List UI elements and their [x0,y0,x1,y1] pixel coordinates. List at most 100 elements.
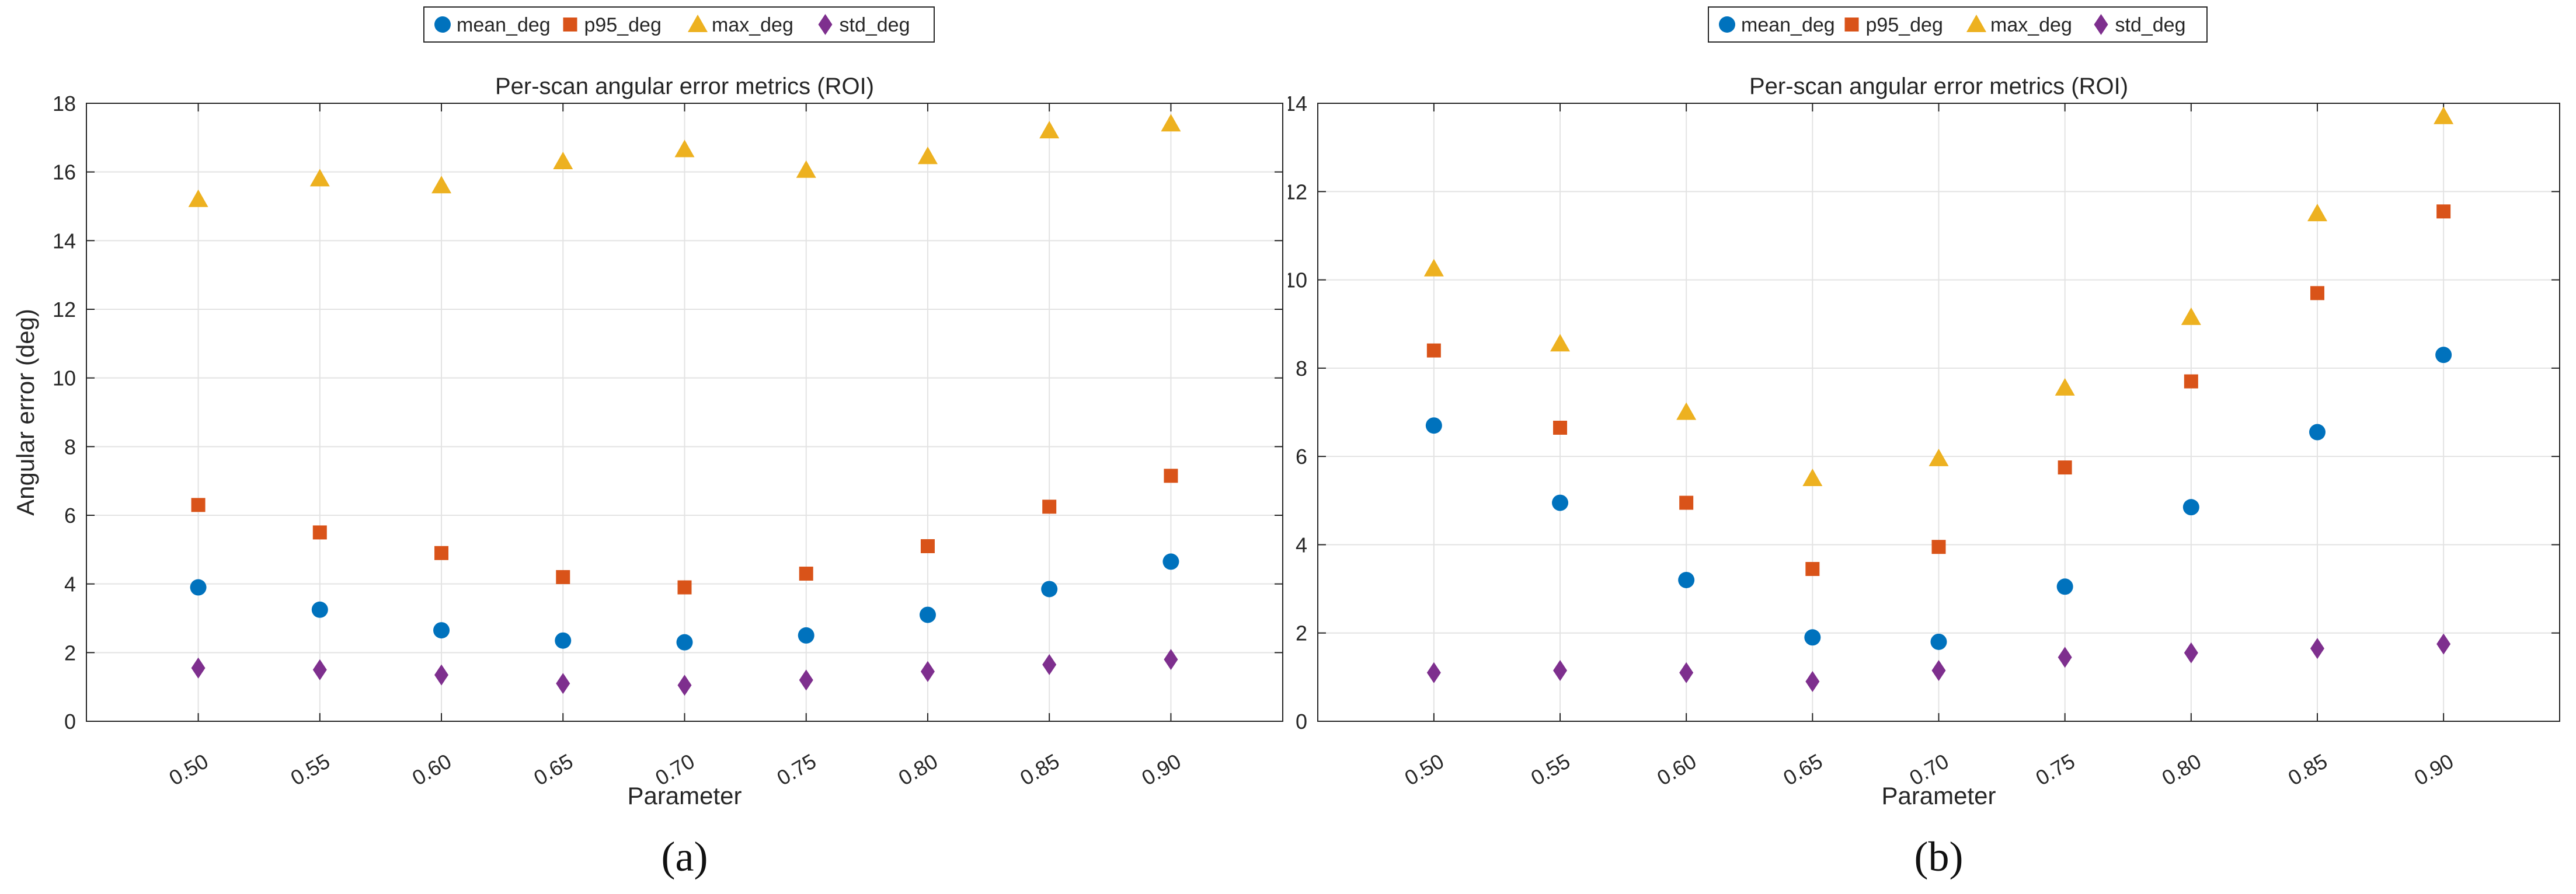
x-tick-label: 0.90 [1137,749,1185,790]
legend-label-max_deg: max_deg [1990,14,2072,36]
data-point-max_deg [309,169,330,187]
x-tick-label: 0.60 [408,749,455,790]
data-point-mean_deg [1678,571,1695,588]
data-point-p95_deg [191,498,206,512]
legend-marker-p95_deg [1844,18,1859,32]
data-point-max_deg [1039,121,1060,139]
data-point-std_deg [1679,662,1694,683]
data-point-max_deg [188,189,208,207]
data-point-p95_deg [1931,540,1946,554]
data-point-mean_deg [1425,417,1442,434]
data-point-p95_deg [1679,495,1694,510]
legend: mean_deg p95_deg max_deg std_deg [423,6,935,43]
x-tick-label: 0.90 [2410,749,2457,790]
panel-caption: (b) [1914,833,1964,880]
data-point-mean_deg [2309,424,2326,441]
legend-marker-max_deg [688,15,708,32]
series-p95_deg [1426,204,2451,577]
data-point-std_deg [799,669,813,691]
legend-label-max_deg: max_deg [712,14,793,36]
data-point-mean_deg [1804,629,1821,646]
data-point-mean_deg [676,634,693,651]
data-point-p95_deg [2310,286,2324,301]
y-tick-label: 6 [1296,445,1307,469]
y-tick-label: 4 [1296,533,1307,557]
data-point-p95_deg [920,539,935,553]
series-max_deg [188,114,1181,207]
legend-marker-p95_deg [563,18,577,32]
data-point-std_deg [191,657,206,679]
data-point-mean_deg [2182,499,2199,516]
chart-title: Per-scan angular error metrics (ROI) [495,74,874,99]
data-point-mean_deg [2056,578,2073,595]
y-tick-label: 10 [53,366,76,390]
y-tick-label: 2 [64,641,76,665]
data-point-std_deg [556,673,570,694]
data-point-std_deg [1426,662,1441,683]
data-point-mean_deg [555,632,572,649]
data-point-max_deg [2181,307,2201,325]
data-point-max_deg [1550,334,1571,352]
legend-label-std_deg: std_deg [2115,14,2186,36]
data-point-max_deg [1423,259,1444,277]
y-tick-label: 10 [1288,268,1307,292]
y-tick-label: 4 [64,572,76,596]
data-point-std_deg [1805,670,1820,692]
data-point-max_deg [2055,378,2075,396]
x-axis-label: Parameter [627,782,742,809]
data-point-max_deg [674,139,695,158]
x-tick-label: 0.80 [2158,749,2205,790]
y-tick-label: 8 [64,435,76,459]
y-tick-label: 18 [53,92,76,116]
legend-label-mean_deg: mean_deg [457,14,551,36]
data-point-mean_deg [311,601,328,618]
x-tick-label: 0.65 [530,749,577,790]
data-point-mean_deg [919,606,936,623]
y-tick-label: 16 [53,160,76,184]
series-p95_deg [191,469,1178,595]
y-tick-label: 2 [1296,621,1307,645]
data-point-std_deg [1164,649,1178,670]
x-axis-label: Parameter [1881,782,1996,809]
data-point-mean_deg [1162,553,1179,570]
y-tick-label: 0 [1296,710,1307,734]
y-tick-label: 12 [53,298,76,322]
data-point-max_deg [2307,204,2327,222]
tick-marks [86,103,1283,722]
data-point-p95_deg [312,525,327,540]
data-point-std_deg [1553,660,1568,682]
y-tick-label: 8 [1296,357,1307,380]
legend-label-p95_deg: p95_deg [1866,14,1943,36]
x-tick-label: 0.85 [1016,749,1063,790]
x-tick-label: 0.60 [1653,749,1700,790]
legend-label-p95_deg: p95_deg [584,14,662,36]
y-tick-label: 6 [64,504,76,528]
data-point-std_deg [1042,654,1057,675]
data-point-max_deg [796,160,816,178]
x-tick-label: 0.55 [1527,749,1574,790]
data-point-std_deg [2310,638,2324,659]
data-point-p95_deg [1805,562,1820,577]
data-point-max_deg [1928,448,1949,466]
x-tick-label: 0.50 [1401,749,1448,790]
data-point-p95_deg [1164,469,1178,483]
data-point-std_deg [1931,660,1946,682]
data-point-mean_deg [433,622,450,639]
panel-b: 0 2 4 6 8 10 12 14 0.50 0.55 0.60 0.65 0.70 0.75 0.80 0… [1288,0,2576,894]
data-point-max_deg [553,152,573,170]
data-point-std_deg [434,664,449,686]
data-point-p95_deg [1553,420,1568,435]
legend-label-std_deg: std_deg [840,14,910,36]
legend-marker-mean_deg [434,16,451,33]
series-mean_deg [1425,347,2452,650]
data-point-p95_deg [2184,374,2198,389]
x-tick-label: 0.85 [2284,749,2331,790]
data-point-mean_deg [1930,633,1947,650]
data-point-std_deg [2058,647,2072,668]
y-tick-label: 14 [53,229,76,253]
x-tick-label: 0.50 [165,749,212,790]
legend-marker-max_deg [1966,15,1986,32]
x-tick-label: 0.80 [894,749,942,790]
data-point-std_deg [2184,642,2198,663]
